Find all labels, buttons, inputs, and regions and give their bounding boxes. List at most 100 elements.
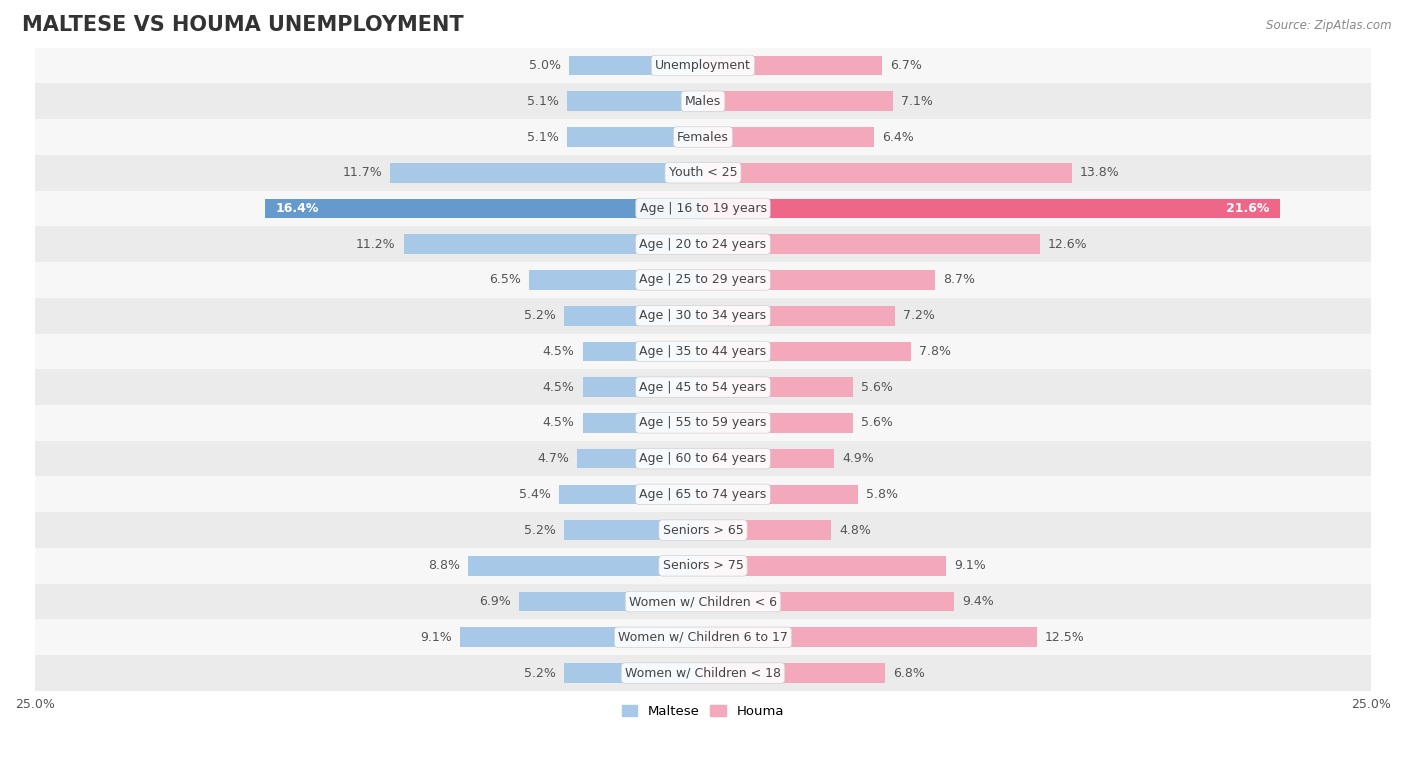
Bar: [564, 306, 703, 326]
Text: Age | 25 to 29 years: Age | 25 to 29 years: [640, 273, 766, 286]
Text: 9.4%: 9.4%: [962, 595, 994, 608]
Bar: [703, 663, 884, 683]
Bar: [35, 405, 1371, 441]
Bar: [35, 226, 1371, 262]
Text: Seniors > 65: Seniors > 65: [662, 524, 744, 537]
Bar: [703, 556, 946, 575]
Bar: [558, 484, 703, 504]
Text: 8.7%: 8.7%: [943, 273, 976, 286]
Text: Age | 60 to 64 years: Age | 60 to 64 years: [640, 452, 766, 465]
Bar: [703, 484, 858, 504]
Text: Age | 30 to 34 years: Age | 30 to 34 years: [640, 309, 766, 322]
Bar: [703, 592, 955, 612]
Bar: [35, 619, 1371, 655]
Bar: [703, 449, 834, 469]
Bar: [35, 548, 1371, 584]
Text: 4.7%: 4.7%: [537, 452, 569, 465]
Text: Youth < 25: Youth < 25: [669, 167, 737, 179]
Bar: [35, 584, 1371, 619]
Bar: [703, 198, 1281, 218]
Bar: [582, 413, 703, 433]
Bar: [35, 369, 1371, 405]
Bar: [564, 520, 703, 540]
Bar: [703, 270, 935, 290]
Text: 9.1%: 9.1%: [420, 631, 451, 643]
Text: 6.4%: 6.4%: [882, 130, 914, 144]
Text: 5.1%: 5.1%: [527, 130, 558, 144]
Bar: [567, 127, 703, 147]
Text: 5.6%: 5.6%: [860, 416, 893, 429]
Bar: [35, 83, 1371, 119]
Bar: [582, 377, 703, 397]
Bar: [35, 476, 1371, 512]
Bar: [35, 262, 1371, 298]
Bar: [703, 413, 852, 433]
Bar: [529, 270, 703, 290]
Text: 5.2%: 5.2%: [524, 667, 555, 680]
Bar: [519, 592, 703, 612]
Text: 12.6%: 12.6%: [1047, 238, 1087, 251]
Text: Women w/ Children 6 to 17: Women w/ Children 6 to 17: [619, 631, 787, 643]
Text: Seniors > 75: Seniors > 75: [662, 559, 744, 572]
Bar: [391, 163, 703, 182]
Bar: [703, 341, 911, 361]
Bar: [703, 56, 882, 76]
Text: 11.7%: 11.7%: [343, 167, 382, 179]
Text: 8.8%: 8.8%: [427, 559, 460, 572]
Bar: [35, 298, 1371, 334]
Text: 6.7%: 6.7%: [890, 59, 922, 72]
Bar: [35, 334, 1371, 369]
Legend: Maltese, Houma: Maltese, Houma: [616, 699, 790, 723]
Bar: [564, 663, 703, 683]
Bar: [35, 155, 1371, 191]
Text: Unemployment: Unemployment: [655, 59, 751, 72]
Bar: [35, 48, 1371, 83]
Text: Women w/ Children < 6: Women w/ Children < 6: [628, 595, 778, 608]
Bar: [567, 92, 703, 111]
Bar: [703, 377, 852, 397]
Text: 6.5%: 6.5%: [489, 273, 522, 286]
Bar: [703, 235, 1039, 254]
Text: 7.8%: 7.8%: [920, 345, 952, 358]
Text: Women w/ Children < 18: Women w/ Children < 18: [626, 667, 780, 680]
Text: 5.4%: 5.4%: [519, 488, 551, 501]
Text: Age | 20 to 24 years: Age | 20 to 24 years: [640, 238, 766, 251]
Bar: [404, 235, 703, 254]
Bar: [578, 449, 703, 469]
Text: 5.2%: 5.2%: [524, 309, 555, 322]
Text: 4.8%: 4.8%: [839, 524, 872, 537]
Bar: [35, 512, 1371, 548]
Text: 13.8%: 13.8%: [1080, 167, 1119, 179]
Bar: [703, 163, 1071, 182]
Bar: [35, 441, 1371, 476]
Bar: [703, 628, 1038, 647]
Text: 5.8%: 5.8%: [866, 488, 898, 501]
Bar: [569, 56, 703, 76]
Bar: [35, 655, 1371, 691]
Text: Source: ZipAtlas.com: Source: ZipAtlas.com: [1267, 19, 1392, 32]
Bar: [35, 119, 1371, 155]
Bar: [460, 628, 703, 647]
Text: 5.1%: 5.1%: [527, 95, 558, 107]
Bar: [264, 198, 703, 218]
Text: Age | 45 to 54 years: Age | 45 to 54 years: [640, 381, 766, 394]
Text: Age | 35 to 44 years: Age | 35 to 44 years: [640, 345, 766, 358]
Text: 12.5%: 12.5%: [1045, 631, 1085, 643]
Text: 5.6%: 5.6%: [860, 381, 893, 394]
Bar: [703, 127, 875, 147]
Text: 9.1%: 9.1%: [955, 559, 986, 572]
Text: 21.6%: 21.6%: [1226, 202, 1270, 215]
Text: 7.1%: 7.1%: [901, 95, 932, 107]
Text: 4.5%: 4.5%: [543, 381, 575, 394]
Text: 7.2%: 7.2%: [904, 309, 935, 322]
Text: 4.5%: 4.5%: [543, 345, 575, 358]
Text: 5.2%: 5.2%: [524, 524, 555, 537]
Text: MALTESE VS HOUMA UNEMPLOYMENT: MALTESE VS HOUMA UNEMPLOYMENT: [21, 15, 463, 35]
Bar: [703, 92, 893, 111]
Text: Females: Females: [678, 130, 728, 144]
Bar: [582, 341, 703, 361]
Bar: [703, 520, 831, 540]
Bar: [468, 556, 703, 575]
Text: 5.0%: 5.0%: [530, 59, 561, 72]
Text: 16.4%: 16.4%: [276, 202, 319, 215]
